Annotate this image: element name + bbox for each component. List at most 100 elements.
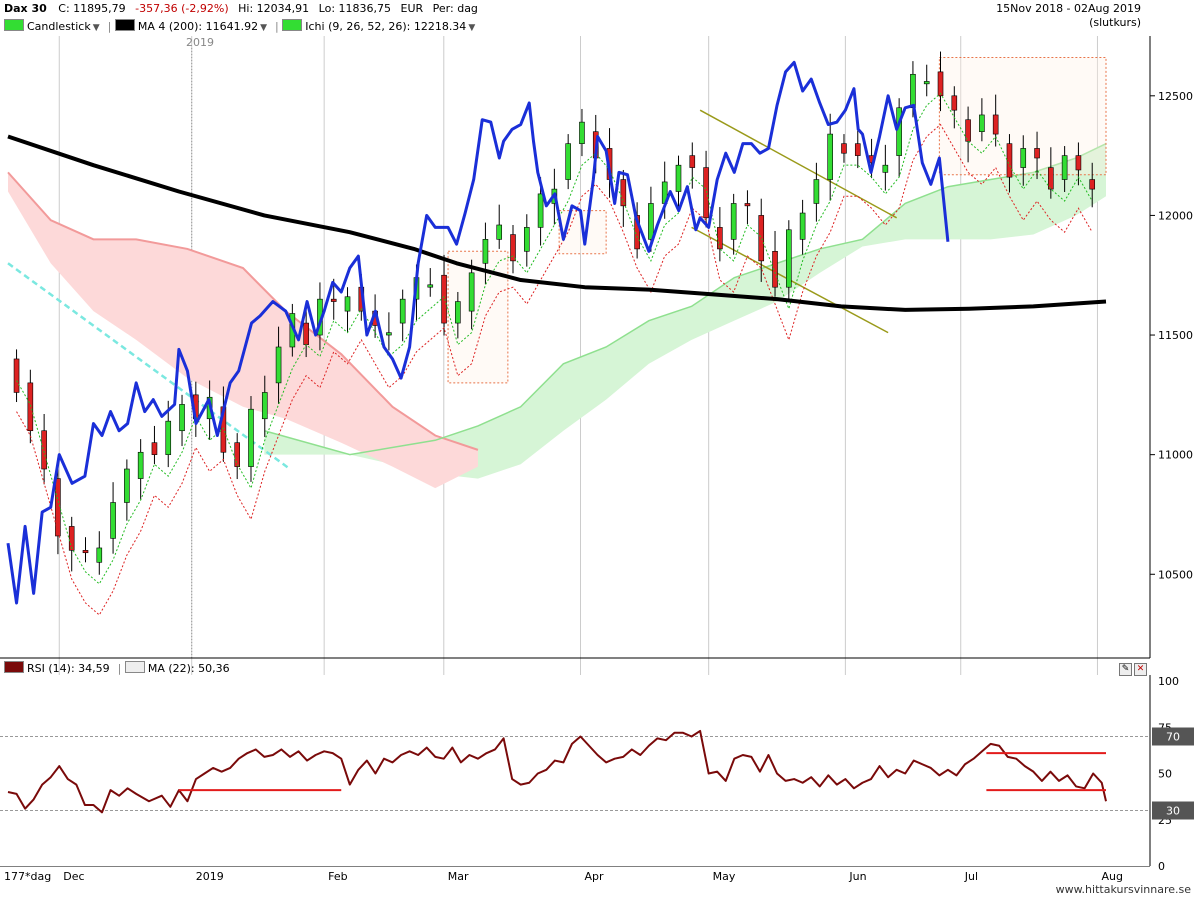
legend-separator: | <box>107 20 115 33</box>
candle-body <box>303 322 309 345</box>
candle-body <box>137 451 144 479</box>
candle-body <box>703 167 709 219</box>
rsi-level-badge <box>1152 727 1194 746</box>
candle-body <box>468 272 475 312</box>
rsi-line <box>7 729 1107 814</box>
close-icon[interactable]: ✕ <box>1134 663 1147 676</box>
legend-rsi-ma[interactable]: MA (22): 50,36 <box>124 661 230 675</box>
legend-label: MA 4 (200): 11641.92 <box>137 20 259 33</box>
candle-body <box>717 227 723 250</box>
rsi-legend: RSI (14): 34,59 | MA (22): 50,36 <box>4 661 238 675</box>
legend-swatch <box>282 19 303 31</box>
chevron-down-icon[interactable]: ▼ <box>468 23 476 33</box>
low-price: Lo: 11836,75 <box>318 2 392 15</box>
watermark: www.hittakursvinnare.se <box>1055 883 1191 896</box>
chevron-down-icon[interactable]: ▼ <box>260 23 268 33</box>
candle-body <box>1020 148 1027 168</box>
candle-body <box>799 212 806 240</box>
candle-body <box>248 408 254 467</box>
candle-body <box>634 215 640 250</box>
wrench-icon[interactable]: ✎ <box>1119 663 1132 676</box>
ichimoku-cloud <box>7 142 1107 489</box>
candle-body <box>261 392 268 420</box>
candle-body <box>482 239 489 264</box>
x-tick-label: Feb <box>328 870 347 883</box>
candle-body <box>937 71 944 97</box>
candle-body <box>441 274 447 324</box>
price-basis: (slutkurs) <box>1089 16 1141 29</box>
candle-body <box>841 143 847 154</box>
price-tick-label: 11000 <box>1158 449 1193 462</box>
legend-swatch <box>4 661 24 673</box>
rsi-level-badge-label: 70 <box>1166 731 1180 744</box>
candle-body <box>648 203 654 240</box>
candle-body <box>427 284 434 288</box>
candle-body <box>330 298 337 302</box>
x-tick-label: Aug <box>1101 870 1122 883</box>
candle-body <box>786 229 792 288</box>
candle-body <box>55 478 61 537</box>
candle-body <box>992 114 999 135</box>
x-tick-label: Dec <box>63 870 84 883</box>
price-tick-label: 12500 <box>1158 90 1193 103</box>
candle-body <box>165 420 172 455</box>
candle-body <box>882 164 889 173</box>
legend-candlestick[interactable]: Candlestick ▼ <box>4 19 100 33</box>
candle-body <box>579 121 585 144</box>
chevron-down-icon[interactable]: ▼ <box>92 23 100 33</box>
legend-ma[interactable]: MA 4 (200): 11641.92 ▼ <box>114 19 268 33</box>
candle-body <box>730 203 737 240</box>
legend-label: Candlestick <box>27 20 91 33</box>
price-tick-label: 12000 <box>1158 209 1193 222</box>
ma200-line <box>7 134 1107 312</box>
senkou-span-a <box>264 142 1107 456</box>
candle-body <box>675 164 682 192</box>
candle-body <box>386 332 392 336</box>
rsi-panel: 10075502507030 <box>0 675 1194 873</box>
legend-swatch <box>114 19 135 31</box>
candle-body <box>82 550 89 554</box>
candle-body <box>275 346 282 384</box>
candle-body <box>455 301 461 324</box>
candle-body <box>689 155 696 168</box>
candle-body <box>979 114 985 132</box>
candle-body <box>13 358 20 393</box>
cloud-bearish-area <box>8 172 478 489</box>
price-tick-label: 11500 <box>1158 329 1193 342</box>
legend-label: RSI (14): 34,59 <box>27 662 110 675</box>
legend-swatch <box>4 19 24 31</box>
instrument-name[interactable]: Dax 30 <box>4 2 47 15</box>
candle-body <box>41 430 47 470</box>
period[interactable]: Per: dag <box>432 2 478 15</box>
rsi-plot-area <box>0 675 1150 866</box>
candle-body <box>179 404 185 432</box>
legend-ichimoku[interactable]: Ichi (9, 26, 52, 26): 12218.34 ▼ <box>282 19 475 33</box>
rsi-level-badge <box>1152 801 1194 820</box>
candle-body <box>27 382 34 432</box>
quote-bar: Dax 30 C: 11895,79 -357,36 (-2,92%) Hi: … <box>4 2 484 15</box>
candle-body <box>565 143 571 180</box>
date-range-box: 15Nov 2018 - 02Aug 2019 (slutkurs) <box>996 2 1141 30</box>
close-price: C: 11895,79 <box>58 2 126 15</box>
rsi-tick-label: 0 <box>1158 860 1165 873</box>
legend-label: Ichi (9, 26, 52, 26): 12218.34 <box>305 20 467 33</box>
candle-body <box>827 133 833 180</box>
candle-body <box>496 224 503 240</box>
rsi-tools: ✎ ✕ <box>1117 661 1147 676</box>
candle-body <box>234 442 240 467</box>
candle-body <box>965 119 971 142</box>
legend-rsi[interactable]: RSI (14): 34,59 <box>4 661 110 675</box>
candle-body <box>124 468 130 503</box>
candle-body <box>1034 148 1040 159</box>
candle-body <box>110 502 116 539</box>
candle-body <box>523 227 530 252</box>
candle-body <box>772 251 778 288</box>
x-tick-label: 177*dag <box>4 870 51 883</box>
candle-body <box>813 179 820 204</box>
candle-body <box>910 73 916 109</box>
candle-body <box>1006 143 1013 178</box>
x-tick-label: Apr <box>584 870 604 883</box>
trend-line <box>7 262 291 471</box>
rsi-tick-label: 100 <box>1158 675 1179 688</box>
